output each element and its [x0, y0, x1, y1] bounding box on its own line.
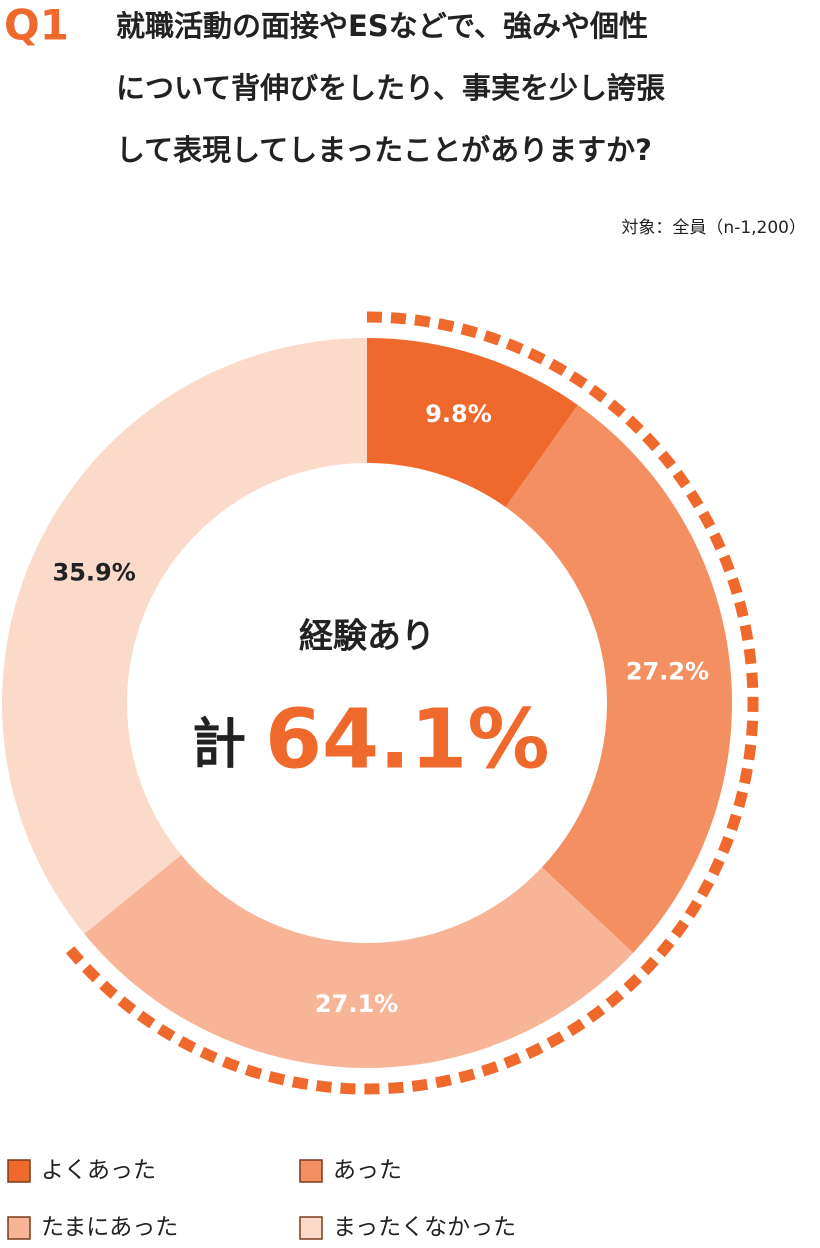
- donut-segment: [505, 405, 732, 953]
- legend-swatch: [299, 1216, 323, 1240]
- value-label: 9.8%: [425, 400, 492, 428]
- legend-swatch: [7, 1216, 31, 1240]
- title-line: して表現してしまったことがありますか?: [116, 133, 652, 167]
- legend-label: たまにあった: [41, 1215, 178, 1241]
- badge: Q1: [4, 1, 69, 50]
- value-label: 27.2%: [626, 658, 709, 686]
- donut-segment: [84, 854, 634, 1068]
- legend-swatch: [299, 1159, 323, 1183]
- value-label: 35.9%: [53, 559, 136, 587]
- title-line: 就職活動の面接やESなどで、強みや個性: [116, 9, 648, 43]
- legend-label: よくあった: [41, 1158, 156, 1184]
- value-label: 27.1%: [315, 990, 398, 1018]
- title-line: について背伸びをしたり、事実を少し誇張: [116, 71, 666, 105]
- highlight-arc: [63, 311, 759, 1095]
- total-label: 64.1%: [265, 692, 549, 787]
- donut-segment: [367, 338, 578, 508]
- donut-segment: [1, 338, 367, 934]
- legend-label: まったくなかった: [333, 1215, 516, 1241]
- note: 対象：全員（n-1,200）: [621, 218, 806, 238]
- legend-label: あった: [333, 1158, 402, 1184]
- legend-swatch: [7, 1159, 31, 1183]
- center-label: 経験あり: [299, 617, 435, 657]
- total-prefix: 計: [192, 713, 246, 776]
